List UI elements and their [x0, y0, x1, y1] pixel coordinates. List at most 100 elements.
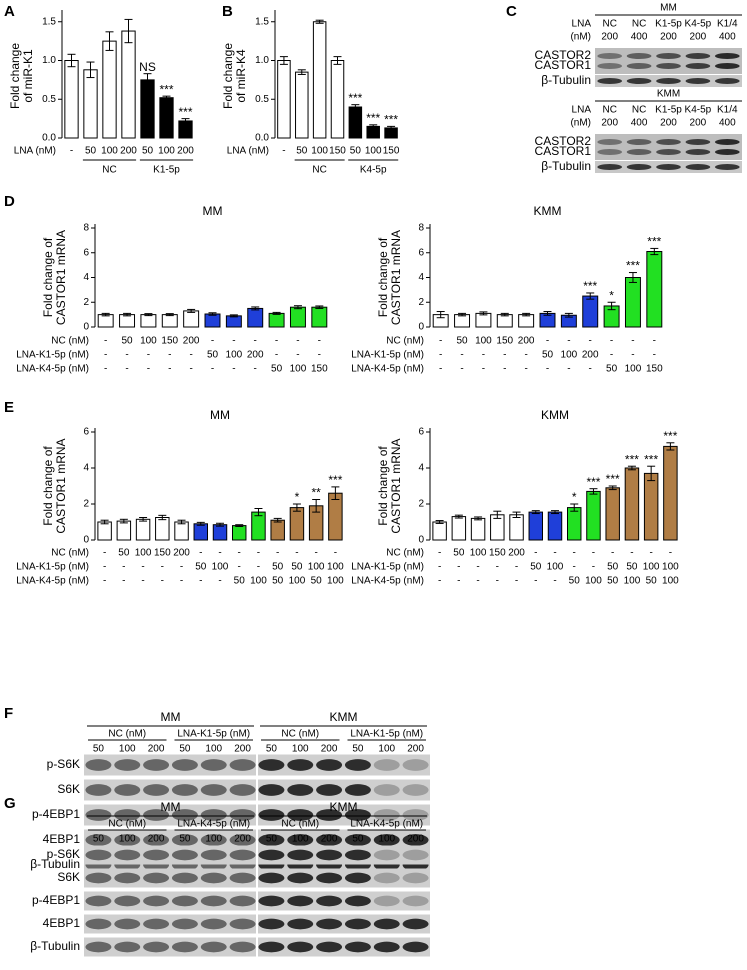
bar [643, 472, 659, 541]
lane-label: NC [632, 19, 646, 30]
y-tick-label: 4 [418, 272, 424, 283]
bar [174, 521, 189, 541]
condition-value: - [147, 364, 150, 375]
y-axis-label: Fold change of [376, 237, 390, 317]
condition-value: - [515, 562, 518, 573]
blot-band [85, 759, 112, 771]
condition-value: - [218, 548, 221, 559]
condition-value: - [211, 364, 214, 375]
blot-band [287, 872, 314, 884]
condition-value: - [199, 576, 202, 587]
blot-band [597, 78, 623, 84]
condition-value: - [553, 548, 556, 559]
bar [102, 40, 117, 139]
blot-band [626, 149, 652, 155]
condition-value: 50 [234, 576, 246, 587]
band-label: p-S6K [47, 847, 80, 861]
blot-band [114, 941, 141, 953]
condition-value: - [649, 548, 652, 559]
blot-band [200, 918, 227, 930]
blot-band [114, 872, 141, 884]
bar [330, 60, 345, 139]
y-tick-label: 0 [418, 322, 424, 333]
lane-label: K1-5p [655, 19, 682, 30]
bar [454, 314, 471, 328]
condition-value: 100 [561, 350, 578, 361]
condition-value: - [438, 576, 441, 587]
blot-band [373, 784, 400, 796]
condition-value: - [439, 336, 442, 347]
blot-band [287, 834, 314, 846]
band-label: p-4EBP1 [32, 893, 80, 907]
y-axis-label: Fold change of [41, 446, 55, 526]
chart-title: KMM [534, 204, 562, 218]
condition-label: NC (nM) [51, 548, 89, 559]
panel-letter: E [4, 399, 14, 416]
bar [624, 277, 641, 328]
blot-band [114, 759, 141, 771]
y-axis-label: CASTOR1 mRNA [389, 230, 403, 325]
blot-band [714, 53, 740, 59]
condition-value: - [631, 336, 634, 347]
blot-band [229, 918, 256, 930]
lane-label: 100 [292, 834, 309, 845]
condition-value: 50 [121, 336, 133, 347]
lane-label: K4-5p [685, 19, 712, 30]
bar [251, 511, 266, 541]
significance-label: *** [644, 452, 658, 466]
blot-band [258, 895, 285, 907]
lane-label: 50 [179, 834, 191, 845]
condition-value: 100 [327, 562, 344, 573]
lane-label: 200 [234, 744, 251, 755]
condition-value: - [534, 548, 537, 559]
blot-band [114, 895, 141, 907]
condition-value: 100 [212, 562, 229, 573]
blot-band [287, 895, 314, 907]
condition-value: 100 [250, 576, 267, 587]
condition-value: 100 [289, 576, 306, 587]
condition-value: - [168, 350, 171, 361]
bar [159, 97, 174, 139]
bar [97, 314, 114, 328]
condition-value: - [589, 364, 592, 375]
condition-value: 50 [607, 562, 619, 573]
group-label: NC [102, 165, 116, 176]
blot-band [685, 139, 711, 145]
condition-label: LNA (nM) [14, 146, 56, 157]
blot-band [287, 809, 314, 821]
y-tick-label: 2 [418, 499, 424, 510]
y-tick-label: 6 [418, 247, 424, 258]
lane-label: 200 [321, 834, 338, 845]
bar [183, 310, 200, 328]
blot-title: KMM [330, 800, 358, 814]
condition-value: 50 [311, 576, 323, 587]
blot-band [714, 78, 740, 84]
condition-value: 50 [456, 336, 468, 347]
condition-value: - [567, 336, 570, 347]
significance-label: *** [625, 452, 639, 466]
condition-value: 100 [624, 576, 641, 587]
condition-value: - [503, 350, 506, 361]
y-tick-label: 0 [83, 322, 89, 333]
bar [225, 315, 242, 328]
blot-band [685, 63, 711, 69]
blot-band [85, 809, 112, 821]
condition-value: - [141, 562, 144, 573]
blot-band [685, 164, 711, 170]
condition-value: - [296, 336, 299, 347]
y-tick-label: 0.0 [42, 133, 56, 144]
chart-title: MM [203, 204, 223, 218]
condition-value: - [457, 562, 460, 573]
blot-band [171, 872, 198, 884]
blot-band [344, 895, 371, 907]
condition-value: - [476, 562, 479, 573]
lane-label: 200 [148, 744, 165, 755]
group-label: K4-5p [360, 165, 387, 176]
condition-value: 200 [247, 350, 264, 361]
blot-band [200, 834, 227, 846]
blot-band [626, 164, 652, 170]
condition-value: - [141, 576, 144, 587]
bar [140, 79, 155, 139]
blot-band [143, 809, 170, 821]
condition-value: - [318, 336, 321, 347]
